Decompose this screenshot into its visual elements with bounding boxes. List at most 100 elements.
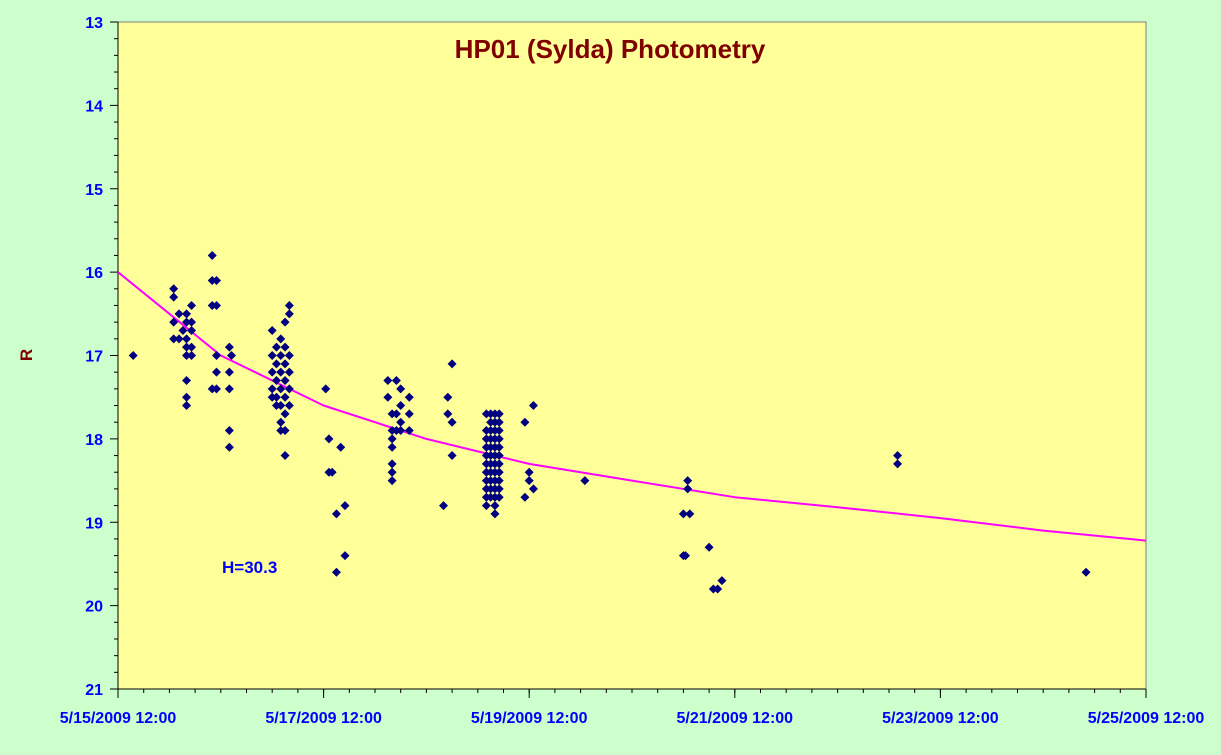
data-point [396,417,406,427]
x-tick-label: 5/15/2009 12:00 [60,710,177,727]
data-point [494,459,504,469]
data-point [331,567,341,577]
data-point [280,451,290,461]
data-point [182,392,192,402]
data-point [284,401,294,411]
y-tick-label: 14 [85,98,103,115]
data-point [713,584,723,594]
data-point [447,417,457,427]
data-point [271,342,281,352]
data-point [224,367,234,377]
data-point [212,300,222,310]
data-point [284,300,294,310]
data-point [280,376,290,386]
data-point [182,342,192,352]
data-point [284,351,294,360]
data-point [276,334,286,344]
data-point [284,367,294,377]
data-points [128,250,1091,594]
data-point [893,451,903,461]
data-point [187,351,197,360]
data-point [280,342,290,352]
data-point [391,409,401,419]
data-point [494,467,504,477]
data-point [387,459,397,469]
data-point [383,392,393,402]
data-point [227,351,237,360]
data-point [490,509,500,519]
y-tick-label: 16 [85,265,103,282]
x-tick-label: 5/23/2009 12:00 [882,710,999,727]
y-tick-label: 18 [85,432,103,449]
data-point [280,392,290,402]
data-point [267,351,277,360]
data-point [340,551,350,561]
data-point [681,551,691,561]
data-point [187,317,197,327]
data-point [271,359,281,369]
tick-labels: 5/15/2009 12:00 5/17/2009 12:00 5/19/2009 … [60,15,1205,727]
data-point [280,317,290,327]
data-point [443,392,453,402]
data-point [324,434,334,444]
data-point [212,367,222,377]
y-tick-label: 17 [85,349,103,366]
data-point [182,334,192,344]
axis-ticks [110,21,1147,698]
data-point [404,392,414,402]
data-point [383,376,393,386]
data-point [1081,567,1091,577]
data-point [276,401,286,411]
data-point [336,442,346,452]
data-point [280,359,290,369]
data-point [128,351,138,360]
y-tick-label: 15 [85,182,103,199]
data-point [267,325,277,335]
data-point [271,376,281,386]
y-tick-label: 21 [85,682,103,699]
data-point [340,501,350,511]
data-point [391,376,401,386]
data-point [528,401,538,411]
data-point [520,492,530,502]
data-point [276,417,286,427]
data-point [187,342,197,352]
data-point [528,484,538,494]
annotation-h: H=30.3 [222,558,277,577]
data-point [494,476,504,486]
data-point [494,409,504,419]
data-point [182,309,192,319]
data-point [494,434,504,444]
data-point [174,334,184,344]
data-point [683,484,693,494]
data-point [182,401,192,411]
data-point [396,426,406,436]
data-point [494,417,504,427]
data-point [331,509,341,519]
data-point [267,384,277,394]
y-tick-label: 19 [85,515,103,532]
data-point [174,309,184,319]
data-point [212,351,222,360]
data-point [182,351,192,360]
data-point [439,501,449,511]
data-point [524,467,534,477]
data-point [207,250,217,260]
data-point [271,392,281,402]
data-point [182,317,192,327]
data-point [404,409,414,419]
data-point [178,325,188,335]
data-point [443,409,453,419]
data-point [387,476,397,486]
x-tick-label: 5/21/2009 12:00 [677,710,794,727]
data-point [276,367,286,377]
data-point [494,451,504,461]
data-point [169,284,179,294]
data-point [169,334,179,344]
data-point [447,451,457,461]
data-point [387,467,397,477]
data-point [447,359,457,369]
data-point [327,467,337,477]
